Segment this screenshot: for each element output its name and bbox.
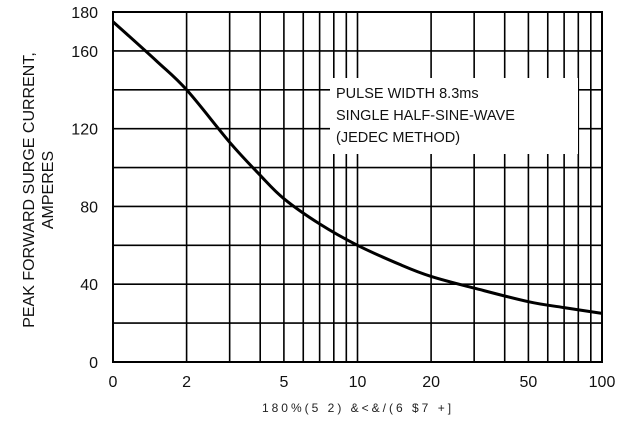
annotation-box: PULSE WIDTH 8.3ms SINGLE HALF-SINE-WAVE … bbox=[330, 78, 578, 154]
plot-frame bbox=[112, 11, 603, 363]
x-tick-label: 2 bbox=[182, 374, 191, 391]
x-tick-label: 10 bbox=[349, 374, 367, 391]
y-tick-labels: 0 40 80 120 160 180 bbox=[71, 5, 98, 372]
x-tick-label: 0 bbox=[109, 374, 118, 391]
y-axis-label-line-1: PEAK FORWARD SURGE CURRENT, bbox=[21, 52, 38, 328]
x-axis-label: 180%(5 2) &<&/(6 $7 +] bbox=[262, 401, 454, 415]
y-tick-label: 180 bbox=[71, 5, 98, 22]
y-tick-label: 120 bbox=[71, 122, 98, 139]
y-tick-label: 40 bbox=[80, 277, 98, 294]
annotation-line-3: (JEDEC METHOD) bbox=[336, 130, 460, 146]
grid bbox=[113, 12, 602, 362]
annotation-line-1: PULSE WIDTH 8.3ms bbox=[336, 86, 479, 102]
y-axis-label-line-2: AMPERES bbox=[40, 151, 57, 229]
x-tick-label: 5 bbox=[279, 374, 288, 391]
x-tick-label: 50 bbox=[519, 374, 537, 391]
annotation-line-2: SINGLE HALF-SINE-WAVE bbox=[336, 108, 515, 124]
series-line-1 bbox=[111, 20, 603, 315]
y-tick-label: 0 bbox=[89, 355, 98, 372]
y-tick-label: 160 bbox=[71, 44, 98, 61]
y-tick-label: 80 bbox=[80, 199, 98, 216]
x-tick-labels: 0 2 5 10 20 50 100 bbox=[109, 374, 616, 391]
x-tick-label: 20 bbox=[422, 374, 440, 391]
x-tick-label: 100 bbox=[589, 374, 616, 391]
annotation-background bbox=[330, 78, 578, 154]
